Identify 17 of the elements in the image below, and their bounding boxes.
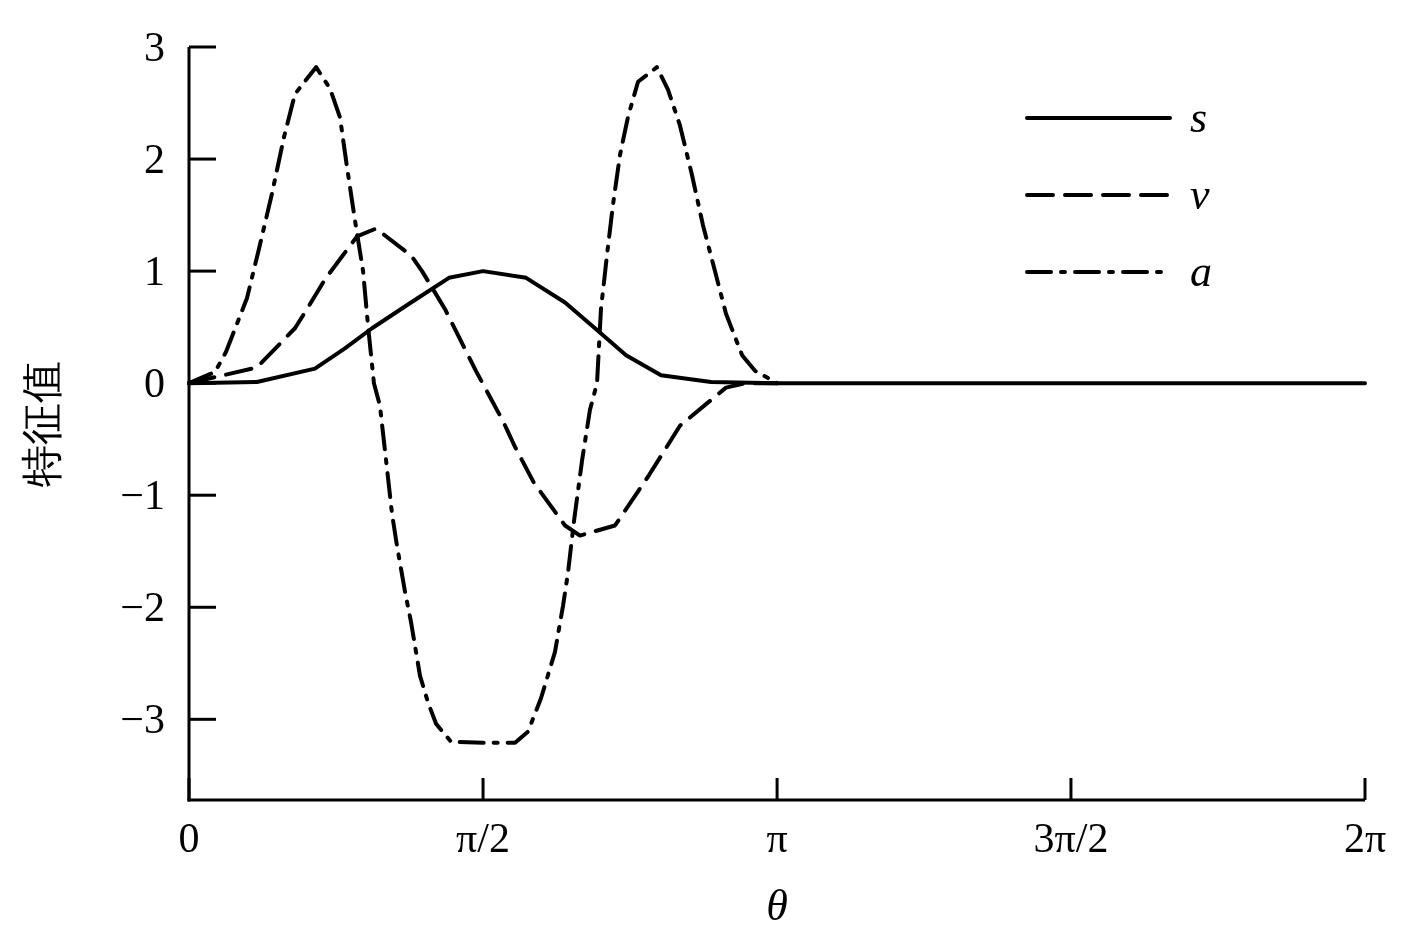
- legend-label: a: [1190, 247, 1212, 296]
- y-tick-label: 1: [144, 248, 165, 295]
- y-tick-label: 3: [144, 24, 165, 70]
- x-tick-label: 2π: [1343, 815, 1387, 861]
- y-axis-title: 特征值: [19, 360, 65, 487]
- x-tick-label: π: [766, 815, 788, 861]
- y-tick-label: −1: [120, 472, 165, 519]
- y-tick-label: −2: [120, 584, 165, 631]
- x-tick-label: π/2: [456, 815, 510, 861]
- y-tick-label: 2: [144, 136, 165, 183]
- y-tick-label: −3: [120, 696, 165, 743]
- legend-label: v: [1190, 170, 1210, 219]
- y-tick-label: 0: [144, 360, 165, 407]
- legend-label: s: [1190, 93, 1208, 142]
- x-tick-label: 3π/2: [1033, 815, 1109, 861]
- x-axis-title: θ: [766, 881, 788, 930]
- x-tick-label: 0: [178, 815, 200, 861]
